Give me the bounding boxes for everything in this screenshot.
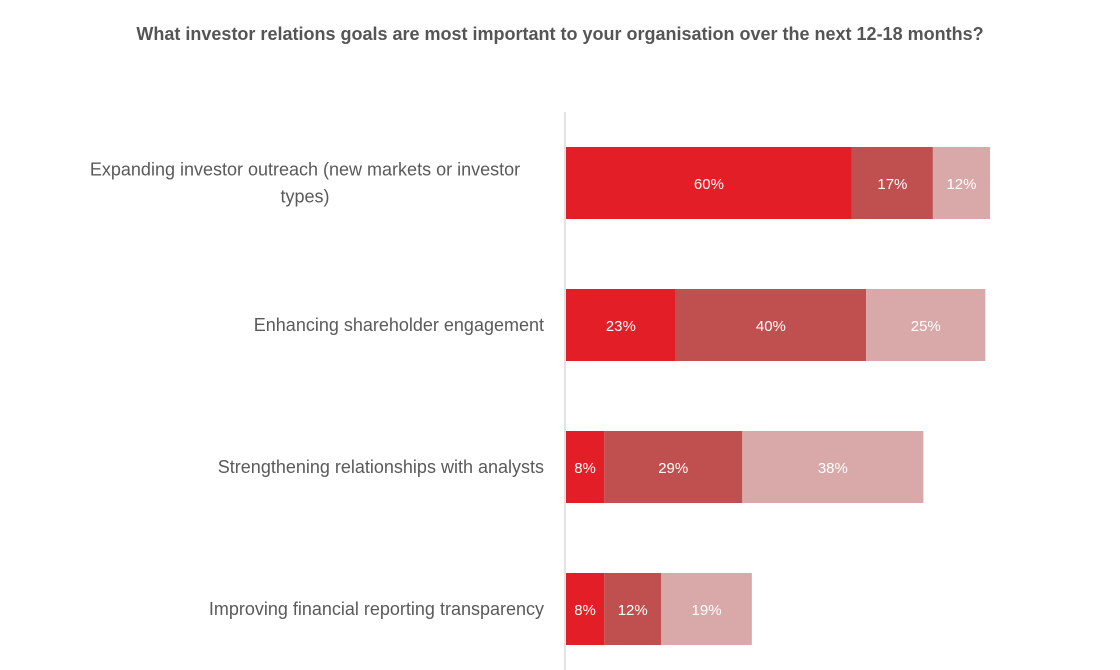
bar-segment — [866, 289, 986, 361]
bar-segment — [742, 431, 924, 503]
data-label: 8% — [574, 460, 596, 477]
data-label: 12% — [946, 176, 976, 193]
category-label: Expanding investor outreach (new markets… — [90, 160, 520, 180]
bar-segment — [604, 573, 662, 645]
bar-segment — [604, 431, 743, 503]
category-label: Strengthening relationships with analyst… — [218, 457, 544, 477]
data-label: 29% — [658, 460, 688, 477]
data-label: 8% — [574, 602, 596, 619]
bar-segment — [661, 573, 752, 645]
bar-segment — [851, 147, 933, 219]
bar-segment — [566, 147, 852, 219]
data-label: 19% — [692, 602, 722, 619]
category-label: Enhancing shareholder engagement — [254, 315, 544, 335]
data-label: 12% — [618, 602, 648, 619]
data-label: 38% — [818, 460, 848, 477]
bar-segment — [566, 431, 605, 503]
category-label: Improving financial reporting transparen… — [209, 599, 544, 619]
data-label: 40% — [756, 318, 786, 335]
category-label: types) — [280, 187, 329, 207]
data-label: 25% — [911, 318, 941, 335]
data-label: 60% — [694, 176, 724, 193]
bar-segment — [566, 573, 605, 645]
data-label: 17% — [877, 176, 907, 193]
chart-title: What investor relations goals are most i… — [136, 24, 984, 44]
data-label: 23% — [606, 318, 636, 335]
bar-segment — [932, 147, 991, 219]
bar-segment — [566, 289, 676, 361]
bar-segment — [675, 289, 867, 361]
